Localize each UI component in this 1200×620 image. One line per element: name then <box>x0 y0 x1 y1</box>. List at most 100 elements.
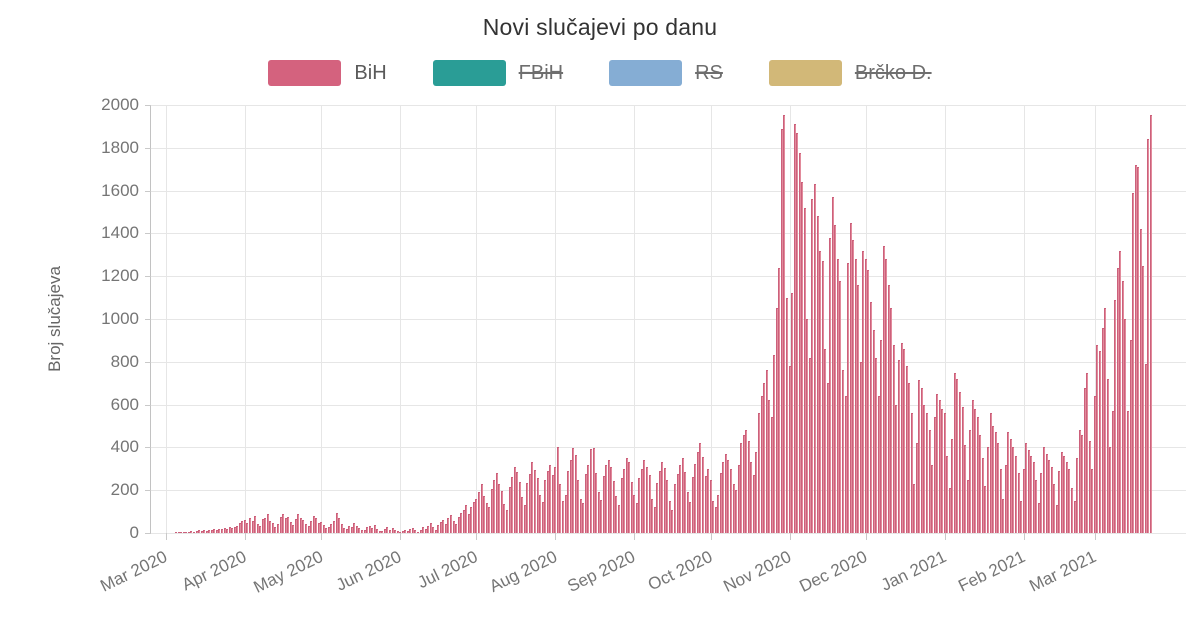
bar <box>587 464 590 533</box>
bar <box>198 530 201 533</box>
bar <box>320 522 323 533</box>
bar <box>717 494 720 533</box>
bar <box>1009 438 1012 533</box>
bar <box>651 498 654 533</box>
bar <box>531 462 534 533</box>
y-tick-mark <box>145 147 151 149</box>
bar <box>694 463 697 533</box>
bar <box>358 527 361 533</box>
bar <box>388 529 391 533</box>
bar <box>394 530 397 533</box>
x-tick-label: May 2020 <box>250 547 326 597</box>
y-tick-label: 1600 <box>101 180 139 200</box>
bar <box>658 470 661 533</box>
bar <box>294 519 297 533</box>
bar <box>429 523 432 533</box>
gridline-vertical <box>1094 105 1096 533</box>
bar <box>836 259 839 533</box>
bar <box>691 477 694 533</box>
bar <box>635 503 638 533</box>
bar <box>434 529 437 533</box>
bar <box>243 519 246 533</box>
bar <box>737 464 740 533</box>
bar <box>1020 500 1023 533</box>
legend-item-fbih[interactable]: FBiH <box>432 60 563 86</box>
bar <box>1099 351 1101 533</box>
y-tick-mark <box>145 105 151 106</box>
bar <box>597 492 600 533</box>
bar <box>1083 387 1086 533</box>
bar <box>556 447 559 533</box>
bar <box>1030 456 1033 533</box>
gridline-vertical <box>1023 105 1025 533</box>
bar <box>615 495 618 533</box>
bar <box>175 532 178 533</box>
gridline-horizontal <box>151 233 1186 235</box>
legend-item-rs[interactable]: RS <box>609 60 723 86</box>
bar <box>1116 267 1119 533</box>
bar <box>584 474 587 533</box>
bar <box>521 496 524 533</box>
bar <box>220 528 223 533</box>
chart-legend: BiH FBiH RS Brčko D. <box>0 58 1200 88</box>
legend-item-brcko[interactable]: Brčko D. <box>768 60 932 86</box>
bar <box>218 528 221 533</box>
gridline-horizontal <box>151 105 1186 106</box>
bar <box>516 472 519 533</box>
bar <box>1007 431 1010 533</box>
bar <box>1065 462 1068 533</box>
bar <box>495 473 498 533</box>
bar <box>859 361 862 533</box>
bar <box>607 460 610 533</box>
bar <box>994 432 997 533</box>
x-tick-label: Feb 2021 <box>955 547 1029 596</box>
bar <box>1081 434 1084 533</box>
bar <box>1142 265 1145 533</box>
bar <box>890 308 893 533</box>
bar <box>213 529 216 533</box>
x-tick-mark <box>710 533 712 540</box>
bar <box>399 531 402 533</box>
bar <box>1048 460 1051 533</box>
x-tick-label: Aug 2020 <box>485 547 560 596</box>
bar <box>806 319 809 533</box>
bar <box>478 492 481 533</box>
bar <box>796 132 799 533</box>
bar <box>943 413 946 533</box>
bar <box>1132 192 1135 533</box>
bar <box>559 484 562 533</box>
bar <box>640 468 643 533</box>
bar <box>1043 447 1046 533</box>
bar <box>783 114 786 533</box>
bar <box>953 372 956 533</box>
gridline-horizontal <box>151 361 1186 363</box>
y-tick-mark <box>145 404 151 406</box>
x-tick-mark <box>321 533 323 540</box>
bar <box>1093 396 1096 533</box>
bar <box>897 359 900 533</box>
bar <box>745 430 748 533</box>
bar <box>885 259 888 533</box>
bar <box>1106 378 1109 533</box>
bar <box>205 530 208 533</box>
bar <box>656 482 659 533</box>
bar <box>317 522 320 533</box>
bar <box>826 383 829 533</box>
y-tick-label: 1200 <box>101 266 139 286</box>
bar <box>765 370 768 533</box>
x-tick-mark <box>789 533 791 540</box>
bar <box>462 509 465 533</box>
bar <box>1050 466 1053 533</box>
bar <box>824 349 827 533</box>
y-tick-label: 400 <box>110 437 139 457</box>
y-tick-label: 0 <box>129 523 139 542</box>
bar <box>997 443 1000 533</box>
bar <box>266 514 269 533</box>
bar <box>1086 373 1089 533</box>
bar <box>946 456 949 533</box>
legend-item-bih[interactable]: BiH <box>268 60 387 86</box>
x-tick-mark <box>1094 533 1096 540</box>
bar <box>663 468 666 533</box>
bar <box>208 529 211 533</box>
gridline-vertical <box>244 105 246 533</box>
